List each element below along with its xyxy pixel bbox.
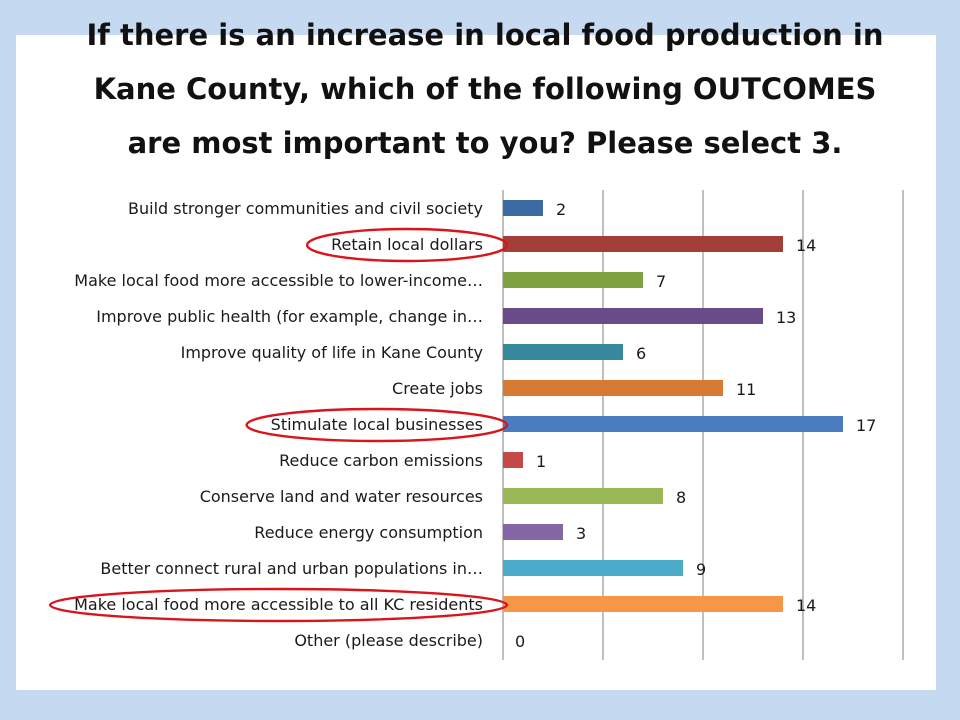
value-label: 11: [736, 380, 756, 399]
slide-background: [16, 35, 936, 690]
chart-title: If there is an increase in local food pr…: [86, 18, 884, 160]
highlight-ellipse: [305, 227, 509, 263]
value-label: 17: [856, 416, 876, 435]
value-label: 13: [776, 308, 796, 327]
bar: [503, 236, 783, 252]
category-label: Create jobs: [392, 379, 483, 398]
value-label: 8: [676, 488, 686, 507]
bar: [503, 272, 643, 288]
category-label: Make local food more accessible to all K…: [74, 595, 483, 614]
value-label: 9: [696, 560, 706, 579]
bar: [503, 380, 723, 396]
bar: [503, 524, 563, 540]
value-label: 6: [636, 344, 646, 363]
category-label: Retain local dollars: [331, 235, 483, 254]
bar: [503, 416, 843, 432]
bar: [503, 488, 663, 504]
highlight-ellipse: [245, 407, 509, 443]
bar: [503, 560, 683, 576]
category-label: Reduce energy consumption: [254, 523, 483, 542]
bar: [503, 452, 523, 468]
value-label: 14: [796, 596, 816, 615]
category-label: Reduce carbon emissions: [279, 451, 483, 470]
category-label: Improve public health (for example, chan…: [96, 307, 483, 326]
value-label: 3: [576, 524, 586, 543]
category-labels: Build stronger communities and civil soc…: [74, 199, 483, 650]
category-label: Stimulate local businesses: [271, 415, 483, 434]
value-labels: 2 14 7 13 6 11 17 1 8 3 9 14 0: [515, 200, 876, 651]
value-label: 2: [556, 200, 566, 219]
category-label: Better connect rural and urban populatio…: [100, 559, 483, 578]
bars: [503, 200, 843, 612]
bar: [503, 596, 783, 612]
bar: [503, 200, 543, 216]
category-label: Make local food more accessible to lower…: [74, 271, 483, 290]
category-label: Build stronger communities and civil soc…: [128, 199, 483, 218]
category-label: Improve quality of life in Kane County: [181, 343, 483, 362]
bar: [503, 344, 623, 360]
value-label: 14: [796, 236, 816, 255]
category-label: Conserve land and water resources: [200, 487, 483, 506]
value-label: 1: [536, 452, 546, 471]
bar: [503, 308, 763, 324]
value-label: 7: [656, 272, 666, 291]
highlight-ellipse: [48, 587, 509, 623]
highlight-ellipses: [48, 227, 509, 623]
value-label: 0: [515, 632, 525, 651]
category-label: Other (please describe): [294, 631, 483, 650]
